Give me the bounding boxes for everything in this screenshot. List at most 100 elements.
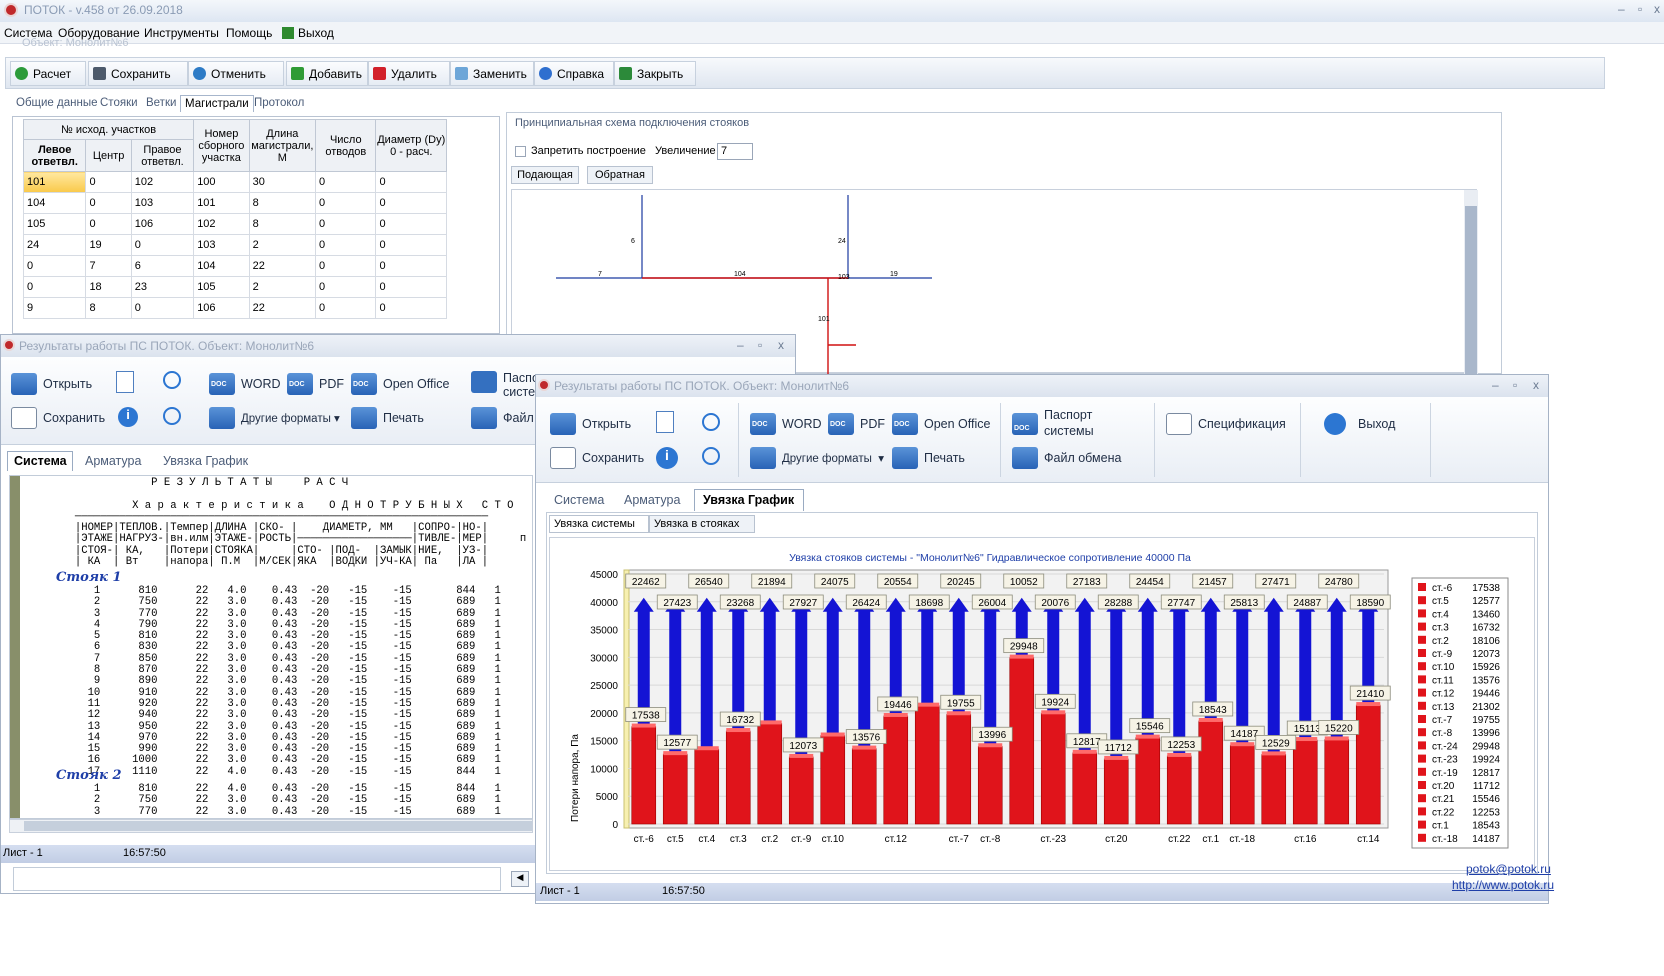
table-cell[interactable]: 22 — [248, 255, 317, 277]
table-cell[interactable]: 23 — [130, 276, 195, 298]
tab-system[interactable]: Система — [554, 493, 605, 507]
passport-button[interactable]: Паспорт систе — [503, 371, 537, 399]
tab-mains[interactable]: Магистрали — [180, 95, 254, 112]
minimize-icon[interactable]: – — [1618, 2, 1625, 16]
open-button[interactable]: Открыть — [11, 373, 92, 395]
zoom-in-icon[interactable] — [702, 413, 720, 431]
maximize-icon[interactable]: ▫ — [758, 338, 763, 352]
table-row[interactable]: 24 19 0 103 2 0 0 — [22, 234, 447, 256]
table-cell[interactable]: 106 — [193, 297, 250, 319]
table-cell[interactable]: 2 — [248, 276, 317, 298]
tab-balance-chart[interactable]: Увязка График — [163, 454, 249, 468]
exchange-file-button[interactable]: Файл обмена — [1012, 447, 1121, 469]
table-cell[interactable]: 2 — [248, 234, 317, 256]
table-cell[interactable]: 0 — [315, 276, 377, 298]
menu-exit[interactable]: Выход — [298, 26, 334, 40]
table-cell[interactable]: 8 — [85, 297, 132, 319]
exit-button[interactable]: Выход — [1324, 413, 1395, 435]
table-cell[interactable]: 0 — [375, 192, 447, 214]
table-cell[interactable]: 0 — [22, 276, 87, 298]
minimize-icon[interactable]: – — [737, 338, 744, 352]
menu-tools[interactable]: Инструменты — [144, 26, 219, 40]
print-button[interactable]: Печать — [351, 407, 424, 429]
maximize-icon[interactable]: ▫ — [1638, 2, 1643, 16]
table-cell[interactable]: 104 — [22, 192, 87, 214]
open-office-button[interactable]: Open Office — [351, 373, 449, 395]
table-cell[interactable]: 103 — [193, 234, 250, 256]
zoom-in-icon[interactable] — [163, 371, 181, 389]
info-icon[interactable]: i — [118, 407, 138, 427]
table-cell[interactable]: 104 — [193, 255, 250, 277]
table-row[interactable]: 101 0 102 100 30 0 0 — [22, 171, 447, 193]
table-cell[interactable]: 8 — [248, 213, 317, 235]
report-hscrollbar[interactable] — [9, 819, 533, 833]
open-button[interactable]: Открыть — [550, 413, 631, 435]
specification-button[interactable]: Спецификация — [1166, 413, 1286, 435]
help-button[interactable]: Справка — [534, 61, 614, 86]
close-icon[interactable]: x — [1533, 378, 1539, 392]
table-cell[interactable]: 105 — [22, 213, 87, 235]
tab-protocol[interactable]: Протокол — [254, 97, 305, 109]
save-button[interactable]: Сохранить — [550, 447, 644, 469]
website-link[interactable]: http://www.potok.ru — [1452, 878, 1555, 892]
table-cell[interactable]: 106 — [130, 213, 195, 235]
table-cell[interactable]: 0 — [315, 171, 377, 193]
tab-balance-chart[interactable]: Увязка График — [694, 489, 804, 511]
add-button[interactable]: Добавить — [286, 61, 368, 86]
zoom-stepper[interactable]: 7 — [717, 143, 753, 160]
table-row[interactable]: 105 0 106 102 8 0 0 — [22, 213, 447, 235]
table-cell[interactable]: 30 — [248, 171, 317, 193]
table-cell[interactable]: 0 — [375, 297, 447, 319]
tab-risers[interactable]: Стояки — [100, 97, 138, 109]
table-cell[interactable]: 101 — [22, 171, 87, 193]
save-button[interactable]: Сохранить — [88, 61, 188, 86]
preview-icon[interactable] — [116, 371, 134, 393]
file-button[interactable]: Файл — [471, 407, 534, 429]
table-cell[interactable]: 0 — [315, 297, 377, 319]
table-cell[interactable]: 9 — [22, 297, 87, 319]
table-cell[interactable]: 24 — [22, 234, 87, 256]
table-cell[interactable]: 0 — [315, 213, 377, 235]
word-button[interactable]: WORD — [750, 413, 822, 435]
scheme-scrollbar[interactable] — [1464, 190, 1478, 374]
calc-button[interactable]: Расчет — [10, 61, 86, 86]
table-row[interactable]: 0 7 6 104 22 0 0 — [22, 255, 447, 277]
table-cell[interactable]: 22 — [248, 297, 317, 319]
tab-fittings[interactable]: Арматура — [624, 493, 681, 507]
close-icon[interactable]: x — [778, 338, 784, 352]
table-cell[interactable]: 0 — [375, 171, 447, 193]
zoom-out-icon[interactable] — [163, 407, 181, 425]
info-icon[interactable]: i — [656, 447, 678, 469]
table-cell[interactable]: 0 — [375, 255, 447, 277]
close-button[interactable]: Закрыть — [614, 61, 696, 86]
table-cell[interactable]: 0 — [85, 213, 132, 235]
minimize-icon[interactable]: – — [1492, 378, 1499, 392]
maximize-icon[interactable]: ▫ — [1513, 378, 1518, 392]
menu-equipment[interactable]: Оборудование — [58, 26, 140, 40]
table-cell[interactable]: 0 — [375, 213, 447, 235]
table-cell[interactable]: 101 — [193, 192, 250, 214]
email-link[interactable]: potok@potok.ru — [1466, 862, 1551, 876]
table-cell[interactable]: 0 — [375, 234, 447, 256]
table-cell[interactable]: 102 — [130, 171, 195, 193]
table-cell[interactable]: 7 — [85, 255, 132, 277]
menu-system[interactable]: Система — [4, 26, 53, 40]
table-cell[interactable]: 105 — [193, 276, 250, 298]
table-cell[interactable]: 8 — [248, 192, 317, 214]
bottom-input[interactable] — [13, 867, 501, 891]
table-cell[interactable]: 0 — [315, 255, 377, 277]
close-icon[interactable]: x — [1654, 2, 1660, 16]
pdf-button[interactable]: PDF — [828, 413, 885, 435]
table-cell[interactable]: 0 — [315, 234, 377, 256]
scroll-left-button[interactable]: ◀ — [511, 871, 529, 887]
table-cell[interactable]: 0 — [315, 192, 377, 214]
tab-fittings[interactable]: Арматура — [85, 454, 142, 468]
replace-button[interactable]: Заменить — [450, 61, 534, 86]
table-cell[interactable]: 6 — [130, 255, 195, 277]
tab-branches[interactable]: Ветки — [146, 97, 177, 109]
table-cell[interactable]: 19 — [85, 234, 132, 256]
return-button[interactable]: Обратная — [587, 166, 653, 184]
table-cell[interactable]: 100 — [193, 171, 250, 193]
table-row[interactable]: 9 8 0 106 22 0 0 — [22, 297, 447, 319]
